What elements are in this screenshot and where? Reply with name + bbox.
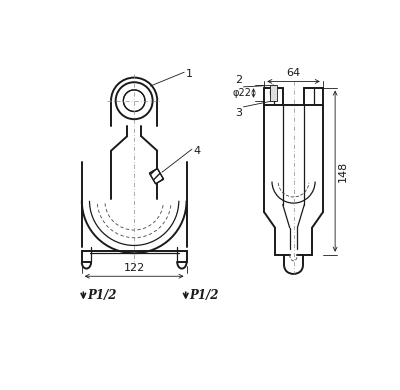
Text: 3: 3 [235,108,242,119]
Text: P1/2: P1/2 [87,289,116,302]
Text: φ22: φ22 [233,88,252,98]
Text: 1: 1 [186,69,193,79]
Text: P1/2: P1/2 [190,289,219,302]
Text: 64: 64 [286,68,301,78]
Bar [270,85,277,101]
Polygon shape [150,168,164,184]
Text: 148: 148 [338,161,348,182]
Text: 2: 2 [235,75,242,85]
Text: 4: 4 [194,146,200,156]
Text: 122: 122 [124,263,145,273]
